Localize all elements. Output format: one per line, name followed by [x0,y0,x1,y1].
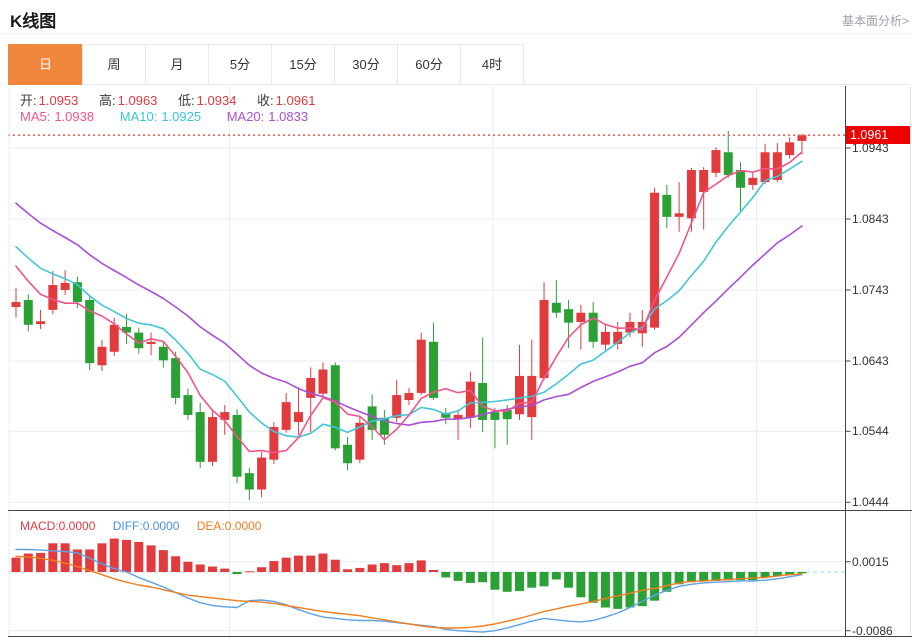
axis-tick-label: 1.0743 [852,282,889,297]
high-value: 1.0963 [117,93,158,108]
timeframe-tabbar: 日 周 月 5分 15分 30分 60分 4时 [8,44,910,85]
tab-5min[interactable]: 5分 [208,44,272,85]
close-value: 1.0961 [275,93,316,108]
axis-tick-label: 1.0544 [852,424,889,439]
tabbar-filler [524,44,910,85]
tab-15min[interactable]: 15分 [271,44,335,85]
axis-tick-label: -0.0086 [852,623,893,638]
close-label: 收: [257,93,274,108]
axis-tick-label: 0.0015 [852,554,889,569]
low-value: 1.0934 [196,93,237,108]
macd-label: MACD: [20,519,59,533]
diff-label: DIFF: [112,519,143,533]
ma5-value: 1.0938 [54,109,95,124]
ma20-label: MA20: [226,109,265,124]
tab-week[interactable]: 周 [82,44,146,85]
tab-4hour[interactable]: 4时 [460,44,524,85]
last-price-badge: 1.0961 [846,126,910,144]
dea-label: DEA: [196,519,225,533]
ma5-label: MA5: [20,109,51,124]
ma10-label: MA10: [119,109,158,124]
header-divider [0,33,912,34]
ma-info-row: MA5: 1.0938 MA10: 1.0925 MA20: 1.0833 [20,109,330,124]
open-value: 1.0953 [38,93,79,108]
ma10-value: 1.0925 [161,109,202,124]
ma20-value: 1.0833 [268,109,309,124]
axis-tick-label: 1.0444 [852,495,889,510]
high-label: 高: [99,93,116,108]
dea-value: 0.0000 [224,519,262,533]
axis-tick-label: 1.0643 [852,353,889,368]
fundamental-analysis-link[interactable]: 基本面分析> [841,14,909,28]
tab-day[interactable]: 日 [8,44,83,85]
low-label: 低: [178,93,195,108]
page-title: K线图 [10,12,57,31]
tab-month[interactable]: 月 [145,44,209,85]
macd-info-row: MACD:0.0000 DIFF:0.0000 DEA:0.0000 [20,519,275,533]
macd-value: 0.0000 [58,519,96,533]
axis-tick-label: 1.0843 [852,211,889,226]
ohlc-info-row: 开: 1.0953 高: 1.0963 低: 1.0934 收: 1.0961 [20,90,332,109]
tab-30min[interactable]: 30分 [334,44,398,85]
open-label: 开: [20,93,37,108]
diff-value: 0.0000 [142,519,180,533]
axis-tick-label: 1.0943 [852,141,889,155]
tab-60min[interactable]: 60分 [397,44,461,85]
